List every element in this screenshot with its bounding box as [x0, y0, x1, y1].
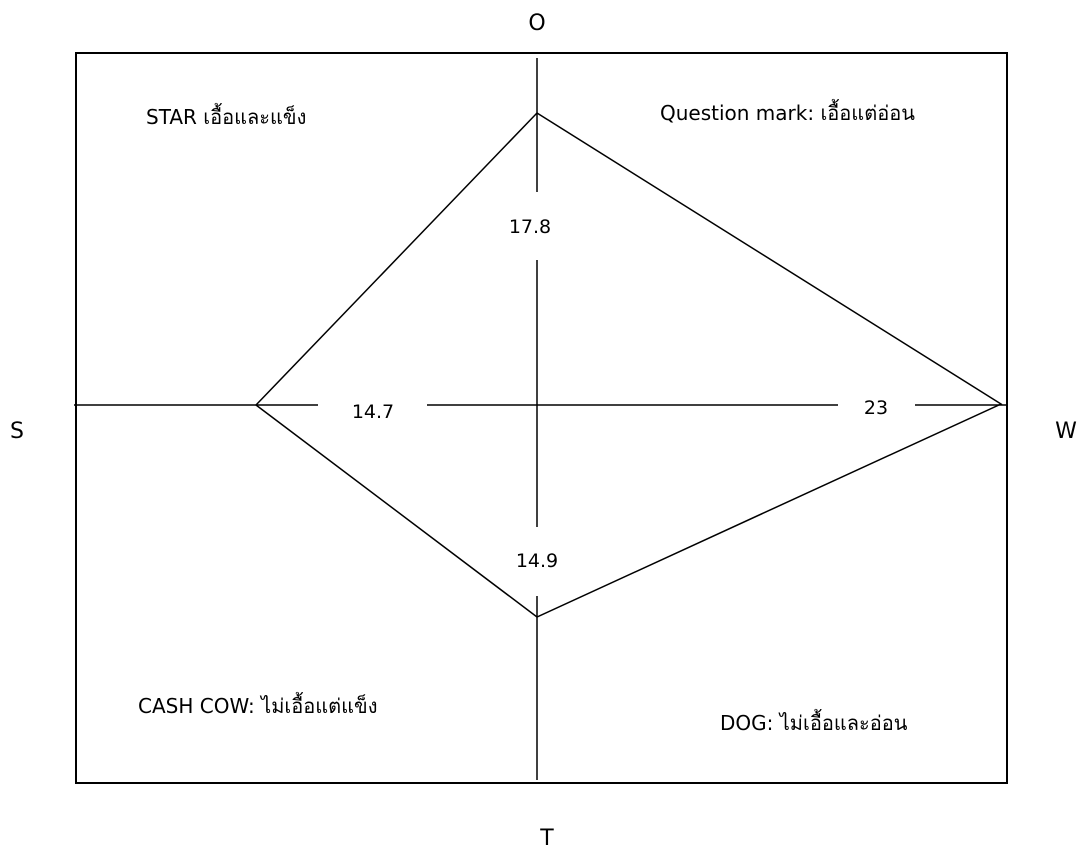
value-s: 14.7 — [352, 401, 394, 423]
axis-label-top: O — [528, 11, 545, 36]
value-w: 23 — [864, 397, 888, 419]
quadrant-cash-cow: CASH COW: ไม่เอื้อแต่แข็ง — [138, 692, 377, 718]
axis-label-bottom: T — [539, 826, 554, 848]
quadrant-dog: DOG: ไม่เอื้อและอ่อน — [720, 709, 908, 735]
axis-label-right: W — [1055, 419, 1077, 444]
axis-label-left: S — [10, 419, 24, 444]
value-t: 14.9 — [516, 550, 558, 572]
quadrant-question-mark: Question mark: เอื้อแต่อ่อน — [660, 99, 915, 125]
quadrant-star: STAR เอื้อและแข็ง — [146, 103, 306, 129]
diagram-frame — [75, 52, 1008, 784]
swot-polygon — [254, 112, 1003, 618]
value-o: 17.8 — [509, 216, 551, 238]
